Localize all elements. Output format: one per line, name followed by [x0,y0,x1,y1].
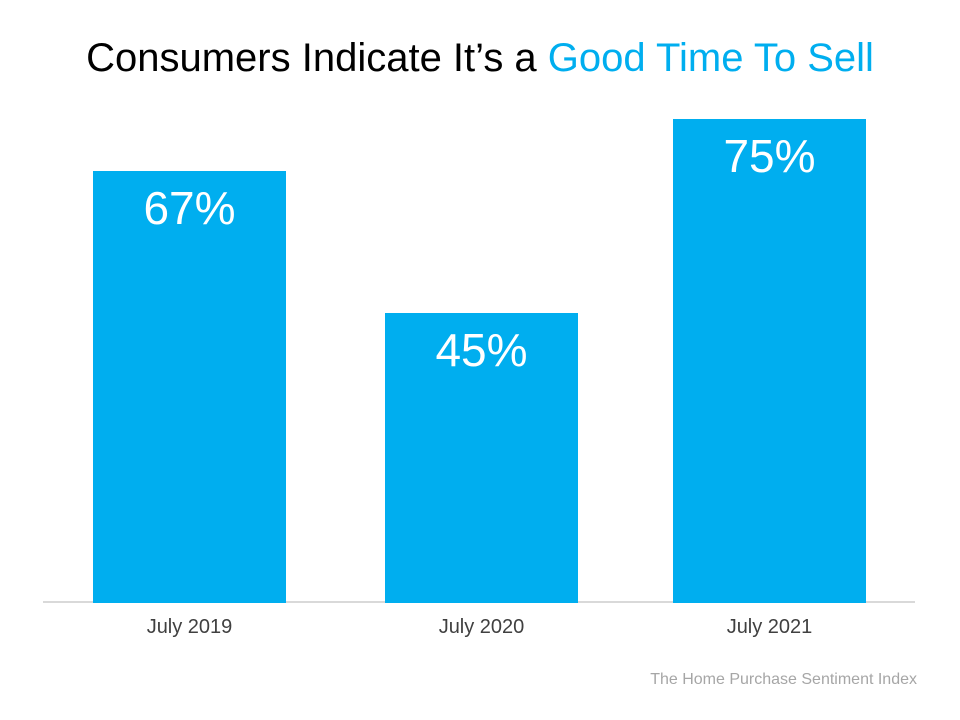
bar-july-2019: 67% [93,171,286,603]
bar-july-2021: 75% [673,119,866,603]
bar-july-2020: 45% [385,313,578,603]
chart-title-highlight: Good Time To Sell [547,36,874,80]
bar-value-label-july-2019: 67% [143,182,236,234]
chart-title: Consumers Indicate It’s a Good Time To S… [0,36,960,81]
chart-title-text: Consumers Indicate It’s a [86,36,548,80]
bar-value-label-july-2020: 45% [435,324,528,376]
x-axis-label-july-2020: July 2020 [438,616,525,638]
plot-area: 67% 45% 75% [43,119,915,603]
bar-value-label-july-2021: 75% [723,130,816,182]
x-axis-label-july-2021: July 2021 [726,616,813,638]
x-axis-label-july-2019: July 2019 [146,616,233,638]
source-caption: The Home Purchase Sentiment Index [650,671,917,688]
